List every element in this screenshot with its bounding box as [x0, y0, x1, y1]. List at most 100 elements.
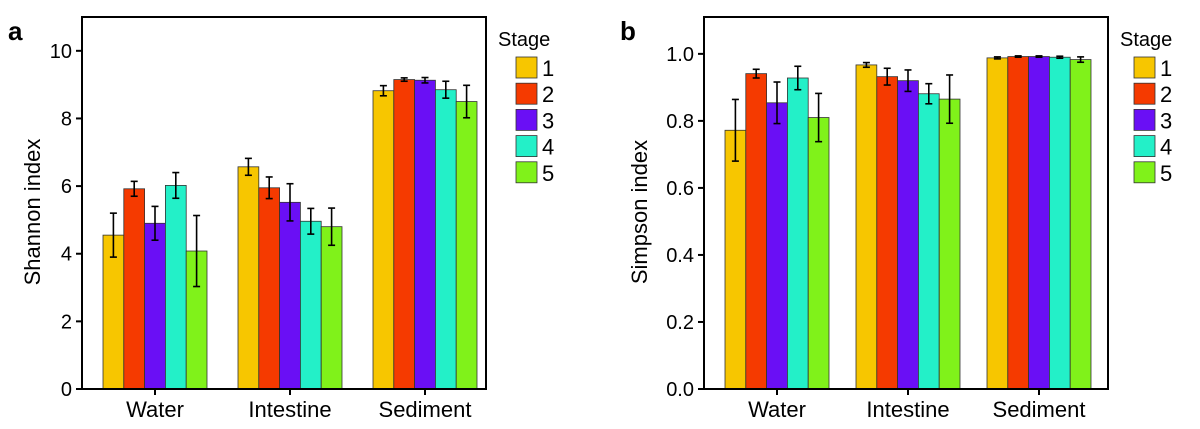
panel-b-bar-sediment-stage-2: [1007, 56, 1029, 390]
panel-a-y-tick-label: 2: [61, 311, 72, 333]
panel-b-x-label-water: Water: [748, 397, 806, 422]
panel-b-error-bar-intestine-stage-2: [883, 67, 891, 86]
panel-a-bars: [102, 76, 478, 390]
panel-a-legend-swatch-stage-2: [515, 82, 538, 105]
panel-b-bar-water-stage-4: [787, 77, 809, 390]
panel-b-bar-intestine-stage-4: [918, 93, 940, 390]
panel-b-bar-sediment-stage-4: [1049, 56, 1071, 390]
panel-a-bar-intestine-stage-2: [258, 187, 280, 390]
panel-b-error-bar-water-stage-2: [752, 68, 760, 79]
panel-a-y-tick-label: 6: [61, 176, 72, 198]
panel-b-x-axis: Water Intestine Sediment: [748, 389, 1085, 422]
panel-b-y-axis-title: Simpson index: [627, 140, 652, 284]
panel-b-error-bar-water-stage-5: [815, 92, 823, 143]
panel-b-bars: [724, 55, 1092, 390]
panel-a-legend-label-stage-3: 3: [542, 108, 554, 133]
panel-a-y-tick-label: 8: [61, 108, 72, 130]
panel-a-error-bar-intestine-stage-5: [328, 207, 336, 247]
panel-a-bar-sediment-stage-1: [372, 90, 395, 390]
panel-b-bar-sediment-stage-1: [986, 57, 1009, 390]
panel-a-legend-swatch-stage-5: [515, 161, 538, 184]
panel-a-error-bar-sediment-stage-4: [442, 80, 450, 99]
panel-a-legend-label-stage-1: 1: [542, 56, 554, 81]
panel-a-plot-frame: [81, 16, 487, 390]
panel-b-bar-sediment-stage-5: [1069, 59, 1092, 390]
panel-b-y-tick-label: 0.8: [666, 111, 694, 133]
panel-a-bar-intestine-stage-3: [279, 201, 301, 390]
panel-b-legend-label-stage-3: 3: [1160, 108, 1172, 133]
panel-a-letter: a: [8, 16, 23, 46]
panel-a-x-label-sediment: Sediment: [379, 397, 472, 422]
panel-b-plot-frame: [703, 16, 1109, 390]
panel-b-legend-swatch-stage-1: [1133, 56, 1156, 79]
panel-a-y-axis-title: Shannon index: [20, 139, 45, 286]
panel-b-bar-water-stage-1: [724, 129, 747, 390]
panel-b-error-bar-sediment-stage-3: [1035, 55, 1043, 59]
panel-a-bar-intestine-stage-1: [237, 166, 260, 390]
panel-a-error-bar-intestine-stage-1: [244, 157, 252, 177]
panel-a-legend-label-stage-4: 4: [542, 135, 554, 160]
panel-b-error-bar-intestine-stage-4: [925, 82, 933, 105]
panel-a-error-bar-sediment-stage-1: [379, 84, 387, 97]
panel-a-error-bar-intestine-stage-3: [286, 182, 294, 222]
panel-a-error-bar-intestine-stage-2: [265, 176, 273, 200]
panel-a-x-label-water: Water: [126, 397, 184, 422]
panel-a-legend-label-stage-5: 5: [542, 161, 554, 186]
panel-a-error-bar-water-stage-4: [172, 171, 180, 200]
panel-b-y-tick-label: 0.0: [666, 379, 694, 401]
panel-b-error-bar-intestine-stage-1: [862, 61, 870, 69]
panel-b-legend-swatch-stage-5: [1133, 161, 1156, 184]
panel-a-legend-swatch-stage-3: [515, 109, 538, 131]
panel-b-x-label-intestine: Intestine: [866, 397, 949, 422]
panel-a-bar-water-stage-1: [102, 234, 125, 390]
panel-a-bar-sediment-stage-4: [434, 89, 457, 390]
panel-a-x-label-intestine: Intestine: [248, 397, 331, 422]
panel-a-x-axis: Water Intestine Sediment: [126, 389, 471, 422]
panel-b-error-bar-sediment-stage-5: [1077, 56, 1085, 64]
panel-b-error-bar-intestine-stage-5: [946, 74, 954, 125]
panel-a-bar-water-stage-2: [123, 188, 146, 390]
panel-b-legend-title: Stage: [1120, 29, 1172, 51]
panel-b-bar-intestine-stage-5: [938, 98, 961, 390]
panel-a-legend-label-stage-2: 2: [542, 82, 554, 107]
panel-b-bar-intestine-stage-1: [855, 64, 878, 390]
panel-a-legend-swatch-stage-1: [515, 56, 538, 79]
panel-a-error-bar-sediment-stage-2: [400, 77, 408, 83]
panel-b-error-bar-intestine-stage-3: [904, 69, 912, 93]
panel-b-legend-swatch-stage-4: [1133, 135, 1156, 158]
panel-b-letter: b: [620, 16, 636, 46]
panel-a-bar-water-stage-4: [164, 185, 187, 390]
panel-b-y-tick-label: 0.2: [666, 312, 694, 334]
panel-b-bar-water-stage-3: [766, 102, 788, 390]
panel-b-legend-swatch-stage-2: [1133, 82, 1156, 105]
panel-a-legend-title: Stage: [498, 29, 550, 51]
panel-a: a Shannon index 0 2 4 6 8 10 Water Intestine Se…: [8, 16, 554, 422]
panel-a-y-axis: 0 2 4 6 8 10: [50, 41, 82, 401]
panel-b: b Simpson index 0.0 0.2 0.4 0.6 0.8 1.0 Water…: [620, 16, 1172, 422]
panel-b-legend-label-stage-2: 2: [1160, 82, 1172, 107]
panel-b-bar-intestine-stage-2: [876, 76, 898, 390]
panel-a-y-tick-label: 10: [50, 41, 72, 63]
panel-a-error-bar-water-stage-1: [109, 212, 117, 258]
panel-b-error-bar-water-stage-4: [794, 65, 802, 91]
panel-b-error-bar-sediment-stage-4: [1056, 55, 1064, 60]
panel-a-bar-intestine-stage-5: [320, 226, 343, 390]
panel-a-error-bar-water-stage-3: [151, 205, 159, 241]
panel-b-bar-water-stage-2: [745, 73, 767, 390]
panel-a-bar-intestine-stage-4: [299, 220, 322, 390]
panel-b-legend-label-stage-1: 1: [1160, 56, 1172, 81]
panel-a-bar-sediment-stage-5: [455, 101, 478, 390]
panel-b-error-bar-sediment-stage-1: [993, 56, 1001, 60]
panel-b-error-bar-sediment-stage-2: [1014, 55, 1022, 59]
panel-b-bar-intestine-stage-3: [897, 80, 919, 390]
panel-b-bar-water-stage-5: [807, 117, 830, 390]
panel-a-error-bar-water-stage-2: [130, 180, 138, 198]
panel-a-error-bar-sediment-stage-3: [421, 76, 429, 84]
panel-a-error-bar-intestine-stage-4: [307, 207, 315, 235]
panel-b-x-label-sediment: Sediment: [993, 397, 1086, 422]
panel-a-y-tick-label: 4: [61, 244, 72, 266]
panel-a-y-tick-label: 0: [61, 379, 72, 401]
panel-b-legend-label-stage-5: 5: [1160, 161, 1172, 186]
